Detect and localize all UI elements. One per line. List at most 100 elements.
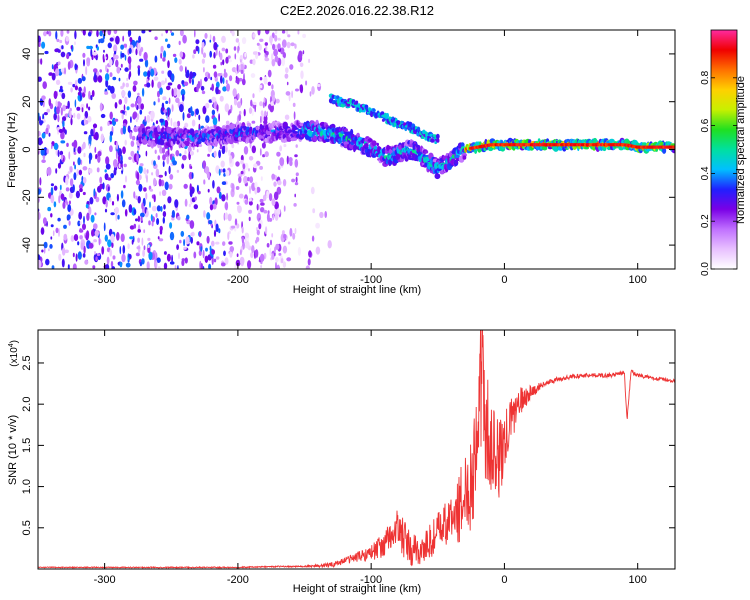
spectrogram-ridge-blob bbox=[141, 127, 146, 135]
spectrogram-noise-blob bbox=[135, 118, 138, 123]
spectrogram-noise-blob bbox=[272, 43, 276, 51]
spectrogram-noise-blob bbox=[167, 108, 170, 118]
spectrogram-noise-blob bbox=[135, 179, 140, 186]
spectrogram-x-label: Height of straight line (km) bbox=[293, 284, 421, 296]
spectrogram-noise-blob bbox=[273, 191, 279, 201]
spectrogram-noise-blob bbox=[79, 188, 83, 193]
spectrogram-noise-blob bbox=[94, 229, 100, 237]
spectrogram-noise-blob bbox=[241, 37, 247, 45]
spectrogram-noise-blob bbox=[260, 110, 264, 116]
spectrogram-noise-blob bbox=[215, 241, 220, 245]
spectrogram-noise-blob bbox=[300, 70, 304, 79]
spectrogram-noise-blob bbox=[65, 36, 70, 42]
spectrogram-noise-blob bbox=[195, 39, 200, 45]
spectrogram-noise-blob bbox=[252, 33, 256, 38]
spectrogram-noise-blob bbox=[235, 38, 240, 43]
spectrogram-ridge-blob bbox=[367, 138, 373, 143]
spectrogram-noise-blob bbox=[237, 205, 242, 214]
spectrogram-noise-blob bbox=[58, 253, 62, 261]
spectrogram-noise-blob bbox=[215, 256, 220, 260]
spectrogram-noise-blob bbox=[139, 109, 143, 115]
spectrogram-noise-blob bbox=[43, 31, 47, 37]
spectrogram-noise-blob bbox=[228, 241, 233, 245]
spectrogram-noise-blob bbox=[177, 216, 181, 221]
spectrogram-noise-blob bbox=[275, 98, 280, 104]
spectrogram-noise-blob bbox=[167, 60, 170, 69]
spectrogram-noise-blob bbox=[274, 34, 278, 42]
spectrogram-noise-blob bbox=[160, 45, 164, 53]
spectrogram-noise-blob bbox=[146, 169, 149, 174]
spectrogram-noise-blob bbox=[51, 144, 53, 150]
spectrogram-noise-blob bbox=[267, 81, 272, 86]
spectrogram-noise-blob bbox=[48, 132, 51, 137]
spectrogram-noise-blob bbox=[117, 154, 121, 163]
spectrogram-noise-blob bbox=[57, 162, 62, 169]
spectrogram-ridge-blob bbox=[330, 123, 336, 129]
spectrogram-noise-blob bbox=[308, 58, 311, 64]
spectrogram-noise-blob bbox=[236, 253, 239, 257]
spectrogram-noise-blob bbox=[146, 82, 151, 88]
y-tick-label: 2.0 bbox=[21, 397, 33, 412]
spectrogram-noise-blob bbox=[275, 256, 279, 263]
snr-y-ticks: 0.5 1.0 1.5 2.0 2.5 bbox=[21, 355, 675, 535]
spectrogram-noise-blob bbox=[135, 218, 138, 222]
spectrogram-noise-blob bbox=[221, 147, 226, 155]
spectrogram-noise-blob bbox=[294, 227, 297, 235]
spectrogram-noise-blob bbox=[50, 213, 53, 218]
spectrogram-noise-blob bbox=[222, 86, 227, 92]
spectrogram-noise-blob bbox=[57, 49, 61, 53]
spectrogram-noise-blob bbox=[258, 223, 262, 230]
spectrogram-noise-blob bbox=[221, 35, 226, 44]
spectrogram-noise-blob bbox=[70, 117, 73, 126]
spectrogram-noise-blob bbox=[121, 90, 126, 97]
snr-marks bbox=[38, 330, 675, 569]
spectrogram-noise-blob bbox=[73, 172, 77, 181]
spectrogram-noise-blob bbox=[161, 147, 166, 154]
spectrogram-noise-blob bbox=[261, 142, 266, 149]
snr-frame bbox=[37, 329, 676, 570]
spectrogram-noise-blob bbox=[271, 233, 274, 238]
y-tick-label: 1.5 bbox=[21, 438, 33, 453]
spectrogram-noise-blob bbox=[91, 90, 95, 97]
spectrogram-noise-blob bbox=[211, 83, 214, 92]
spectrogram-noise-blob bbox=[115, 150, 118, 160]
spectrogram-noise-blob bbox=[162, 154, 166, 161]
spectrogram-noise-blob bbox=[224, 201, 229, 211]
spectrogram-noise-blob bbox=[59, 184, 62, 191]
spectrogram-noise-blob bbox=[181, 80, 185, 85]
spectrogram-noise-blob bbox=[227, 55, 231, 59]
spectrogram-noise-blob bbox=[95, 196, 100, 203]
spectrogram-noise-blob bbox=[110, 212, 115, 216]
spectrogram-noise-blob bbox=[122, 35, 125, 42]
spectrogram-noise-blob bbox=[182, 112, 185, 121]
spectrogram-noise-blob bbox=[157, 155, 161, 161]
spectrogram-noise-blob bbox=[129, 71, 132, 78]
spectrogram-noise-blob bbox=[274, 213, 279, 221]
spectrogram-noise-blob bbox=[50, 187, 54, 196]
spectrogram-noise-blob bbox=[252, 101, 257, 106]
spectrogram-noise-blob bbox=[77, 77, 83, 84]
spectrogram-noise-blob bbox=[283, 205, 286, 212]
spectrogram-noise-blob bbox=[45, 258, 50, 266]
spectrogram-noise-blob bbox=[177, 84, 182, 90]
spectrogram-noise-blob bbox=[141, 87, 145, 97]
spectrogram-noise-blob bbox=[222, 77, 225, 84]
spectrogram-noise-blob bbox=[132, 235, 135, 242]
colorbar-ticks: 0.0 0.2 0.4 0.6 0.8 bbox=[700, 70, 737, 276]
spectrogram-ridge-blob bbox=[376, 142, 380, 147]
spectrogram-noise-blob bbox=[109, 197, 112, 203]
snr-panel: -300 -200 -100 0 100 0.5 1.0 1.5 2.0 2.5 Height … bbox=[7, 329, 676, 595]
spectrogram-noise-blob bbox=[311, 235, 315, 242]
spectrogram-noise-blob bbox=[105, 200, 108, 208]
spectrogram-noise-blob bbox=[197, 190, 201, 195]
spectrogram-noise-blob bbox=[225, 79, 228, 85]
colorbar-tick-label: 0.4 bbox=[700, 166, 711, 180]
spectrogram-noise-blob bbox=[51, 64, 54, 70]
colorbar-gradient bbox=[710, 29, 738, 270]
spectrogram-noise-blob bbox=[73, 151, 77, 155]
spectrogram-noise-blob bbox=[38, 130, 41, 137]
spectrogram-noise-blob bbox=[43, 241, 48, 249]
spectrogram-noise-blob bbox=[266, 190, 269, 199]
spectrogram-noise-blob bbox=[209, 196, 213, 205]
spectrogram-noise-blob bbox=[254, 104, 256, 113]
